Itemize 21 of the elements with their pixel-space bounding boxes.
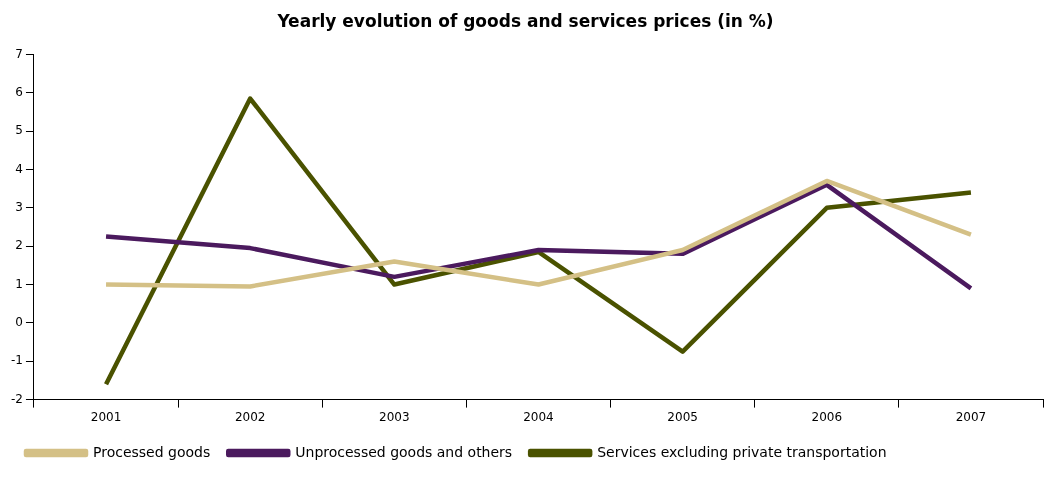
y-tick-label: 4 bbox=[15, 161, 23, 176]
y-tick-label: -1 bbox=[11, 353, 23, 368]
y-tick-label: -2 bbox=[11, 391, 23, 406]
y-tick-label: 0 bbox=[15, 315, 23, 330]
x-tick-label: 2002 bbox=[234, 409, 266, 424]
y-tick-label: 3 bbox=[15, 199, 23, 214]
x-tick-label: 2004 bbox=[523, 409, 554, 424]
y-tick-label: 7 bbox=[15, 46, 23, 61]
x-tick-label: 2006 bbox=[811, 409, 843, 424]
x-tick-label: 2001 bbox=[90, 409, 122, 424]
x-tick-label: 2005 bbox=[667, 409, 698, 424]
legend-label: Services excluding private transportation bbox=[597, 443, 887, 460]
x-tick-label: 2003 bbox=[379, 409, 410, 424]
y-tick-label: 2 bbox=[15, 238, 23, 253]
y-tick-label: 5 bbox=[15, 123, 23, 138]
y-tick-label: 6 bbox=[15, 84, 23, 99]
chart-title: Yearly evolution of goods and services prices (in %) bbox=[276, 10, 774, 31]
legend-label: Unprocessed goods and others bbox=[295, 443, 513, 460]
y-tick-label: 1 bbox=[15, 276, 23, 291]
x-tick-label: 2007 bbox=[955, 409, 987, 424]
legend-label: Processed goods bbox=[93, 443, 211, 460]
